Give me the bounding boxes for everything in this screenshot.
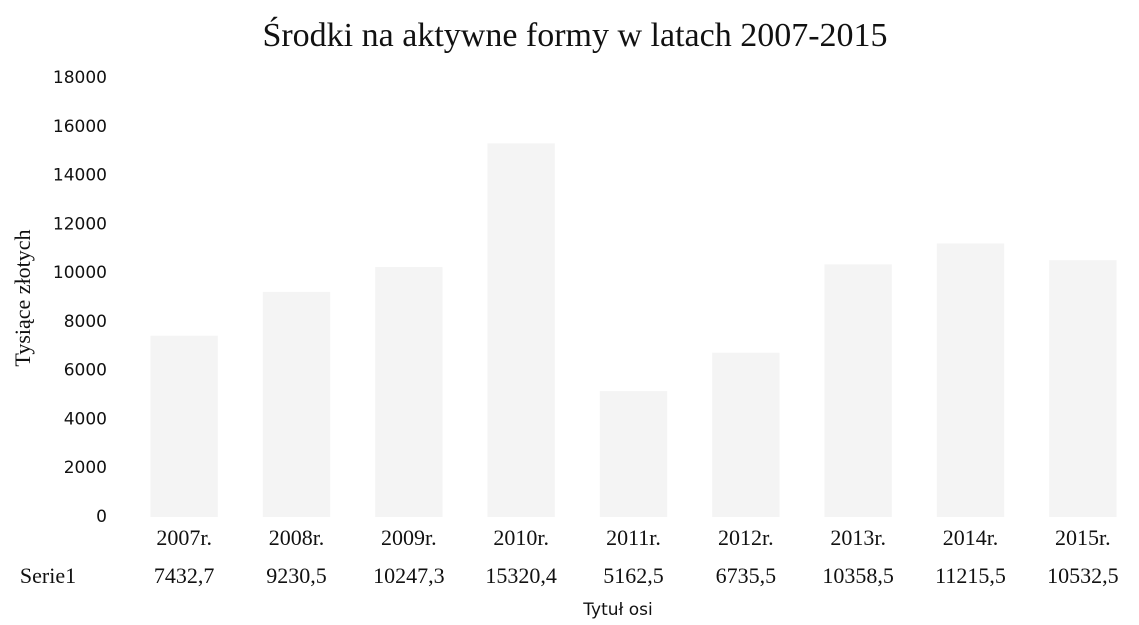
y-tick-label: 14000 bbox=[53, 166, 107, 186]
series-name: Serie1 bbox=[20, 563, 76, 588]
x-tick-label: 2009r. bbox=[381, 525, 437, 550]
x-tick-label: 2008r. bbox=[269, 525, 325, 550]
x-tick-label: 2012r. bbox=[718, 525, 774, 550]
data-table-value: 15320,4 bbox=[485, 563, 557, 588]
chart-title: Środki na aktywne formy w latach 2007-20… bbox=[262, 16, 887, 54]
y-tick-label: 4000 bbox=[64, 409, 107, 429]
y-tick-label: 10000 bbox=[53, 263, 107, 283]
data-table-value: 7432,7 bbox=[154, 563, 215, 588]
bar bbox=[150, 335, 218, 517]
x-tick-label: 2015r. bbox=[1055, 525, 1111, 550]
bar bbox=[599, 391, 668, 517]
data-table-value: 10358,5 bbox=[822, 563, 894, 588]
y-tick-label: 12000 bbox=[53, 214, 107, 234]
data-table-value: 5162,5 bbox=[603, 563, 664, 588]
bar bbox=[1049, 260, 1117, 517]
x-tick-label: 2007r. bbox=[156, 525, 212, 550]
bar bbox=[712, 352, 780, 517]
data-table-value: 10532,5 bbox=[1047, 563, 1119, 588]
data-table-value: 11215,5 bbox=[935, 563, 1006, 588]
data-table-value: 6735,5 bbox=[716, 563, 777, 588]
data-table-value: 9230,5 bbox=[266, 563, 327, 588]
y-tick-label: 2000 bbox=[64, 458, 107, 478]
y-tick-label: 16000 bbox=[53, 117, 107, 137]
y-tick-label: 8000 bbox=[64, 312, 107, 332]
data-table-value: 10247,3 bbox=[373, 563, 445, 588]
bar bbox=[824, 264, 892, 517]
x-tick-label: 2011r. bbox=[606, 525, 661, 550]
bar bbox=[262, 291, 331, 517]
y-tick-label: 6000 bbox=[64, 361, 107, 381]
bar bbox=[375, 267, 443, 517]
y-tick-label: 0 bbox=[96, 507, 107, 527]
bar bbox=[936, 243, 1005, 517]
x-tick-label: 2010r. bbox=[493, 525, 549, 550]
x-tick-label: 2013r. bbox=[830, 525, 886, 550]
x-tick-label: 2014r. bbox=[943, 525, 999, 550]
y-tick-label: 18000 bbox=[53, 68, 107, 88]
y-axis-label: Tysiące złotych bbox=[10, 229, 35, 366]
bar bbox=[487, 143, 555, 517]
x-axis-label: Tytuł osi bbox=[582, 600, 652, 620]
